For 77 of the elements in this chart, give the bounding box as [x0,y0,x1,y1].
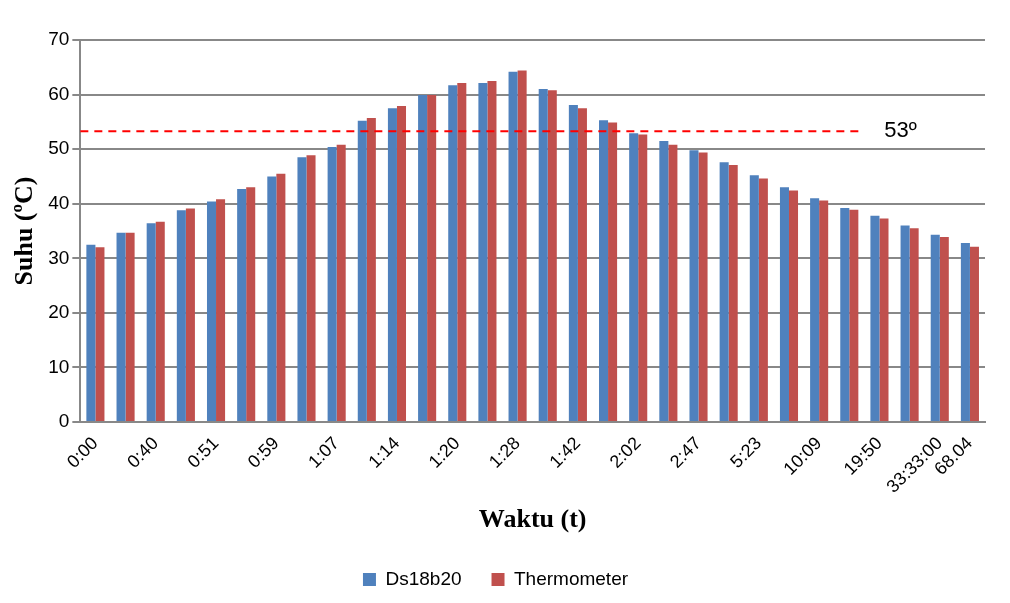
x-tick-label: 0:00 [62,432,102,472]
bar [366,118,376,421]
y-tick-label: 30 [48,246,70,268]
bar [246,187,256,421]
bar [698,152,708,421]
y-axis-title: Suhu (ºC) [9,176,39,286]
bar [95,247,105,421]
bar [758,178,768,421]
bar [297,157,307,421]
y-tick-label: 40 [48,191,70,213]
bar [668,144,678,421]
bar [870,215,880,421]
x-tick-label: 0:51 [183,432,223,472]
x-tick-label: 0:59 [243,432,283,472]
bar [960,243,970,421]
bar [849,209,859,421]
bar [930,234,940,421]
bar [86,244,96,421]
y-tick-label: 60 [48,82,70,104]
bar [779,187,789,421]
bar [608,122,618,421]
x-axis-title: Waktu (t) [478,504,587,534]
bar [577,108,587,421]
bar [508,71,518,421]
bar [336,144,346,421]
bar [418,95,428,421]
bar [448,85,458,421]
bar [155,221,165,421]
bar [638,134,648,421]
bar [538,89,548,421]
bar [206,201,217,421]
legend-label: Ds18b20 [385,567,462,589]
bar [689,150,699,421]
bar [306,155,316,421]
bar [427,95,437,421]
bar [840,208,850,421]
bar [276,173,286,421]
bar [788,190,799,421]
bar [909,228,919,421]
bar [819,200,829,421]
bar [879,218,889,421]
bar [900,225,910,421]
bar [719,162,729,421]
bar [599,120,609,421]
bar [568,104,578,421]
y-tick-label: 10 [48,355,70,377]
bar [728,164,738,421]
bar [939,236,949,421]
bar [487,80,497,421]
bar [125,232,135,421]
bar [969,246,979,421]
bar [457,83,467,421]
bar [547,90,557,421]
y-tick-label: 0 [58,410,70,432]
bar [387,108,397,421]
bar [659,140,669,421]
y-tick-label: 20 [48,301,70,323]
ref-line-label: 53º [884,117,917,143]
bar [176,210,186,421]
y-tick-label: 70 [48,28,70,50]
y-tick-label: 50 [48,137,70,159]
bar [185,208,195,421]
bar [327,146,337,421]
bar [237,188,247,421]
bar [146,223,156,421]
bar [517,70,527,421]
bar [216,199,226,421]
bar [396,106,407,421]
bar [629,133,639,421]
bar [478,83,488,421]
bar [116,232,126,421]
bar [357,120,367,421]
legend-label: Thermometer [514,567,629,589]
bar [267,176,277,421]
x-tick-label: 0:40 [123,432,163,472]
bar [749,175,759,421]
bar [810,198,820,421]
